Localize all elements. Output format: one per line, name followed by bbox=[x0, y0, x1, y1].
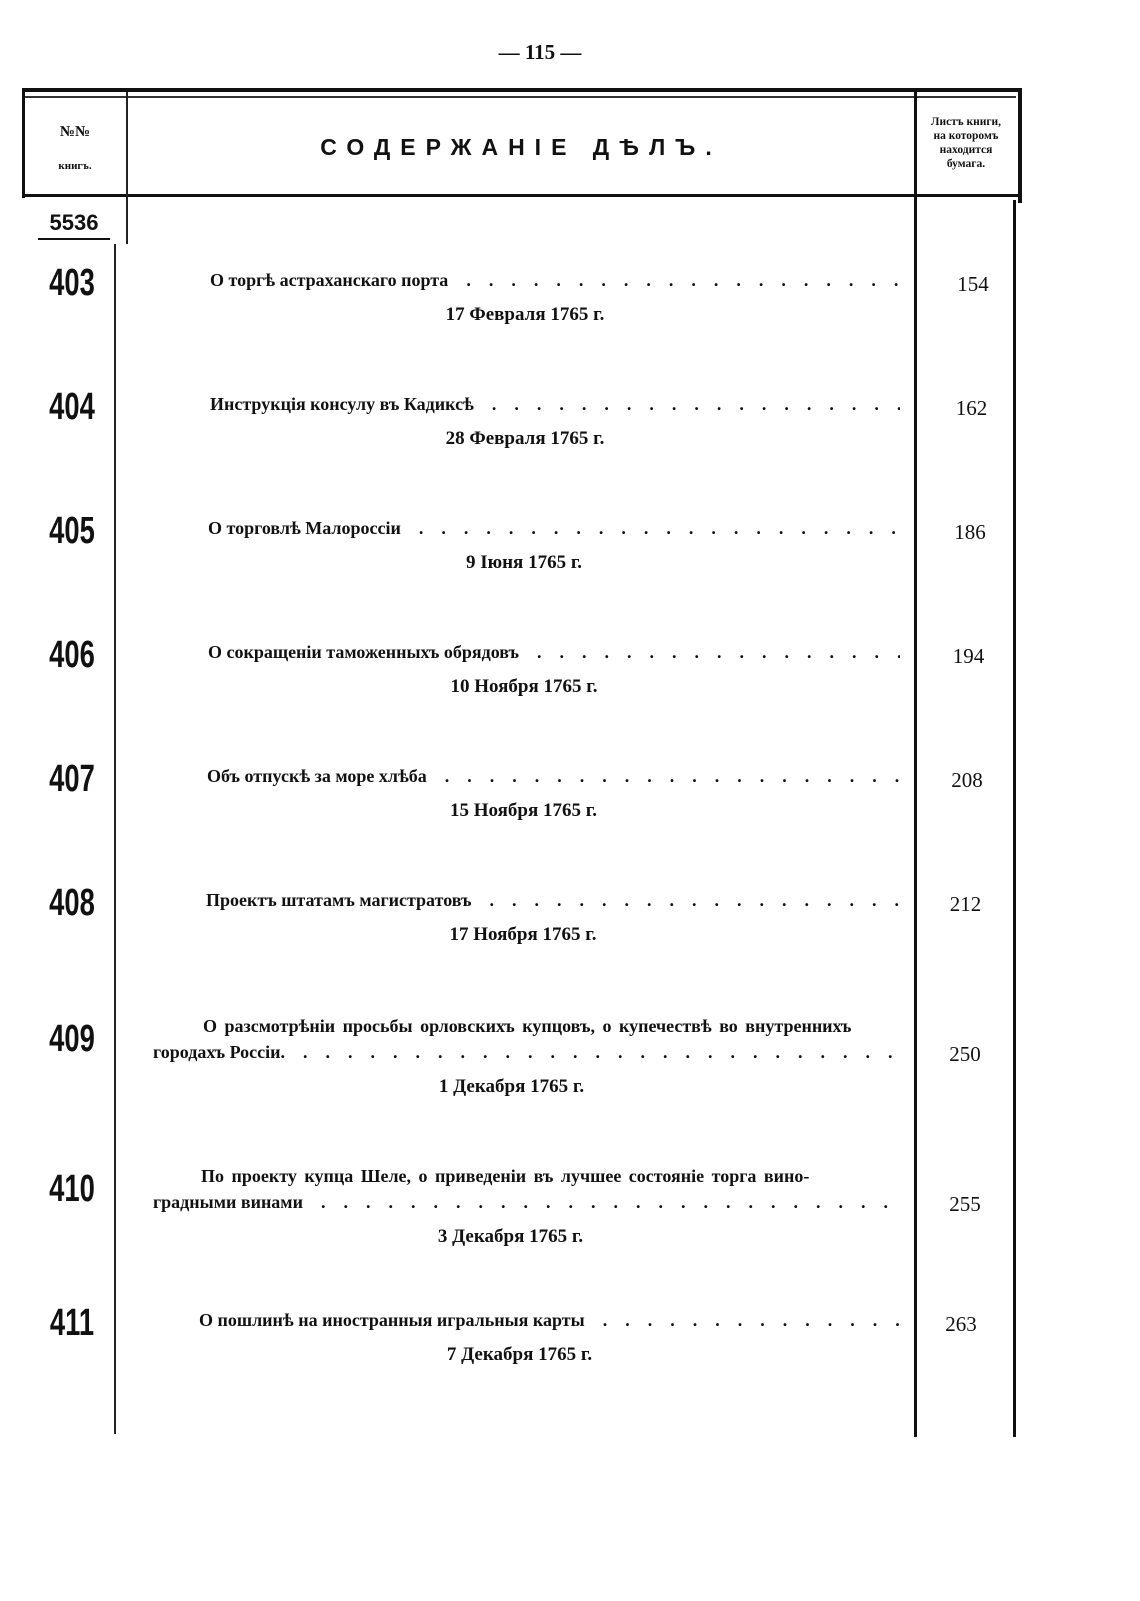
table-border-right bbox=[1018, 88, 1022, 203]
entry-title: О пошлинѣ на иностранныя игральныя карты bbox=[199, 1310, 585, 1330]
header-title: СОДЕРЖАНІЕ ДѢЛЪ. bbox=[320, 134, 722, 160]
leader-dots: . . . . . . . . . . . . . . . . . . . . … bbox=[491, 394, 900, 414]
entry-title: О торгѣ астраханскаго порта bbox=[210, 270, 449, 290]
entry-number: 407 bbox=[49, 758, 95, 800]
entry-title-continuation: городахъ Россіи. bbox=[153, 1042, 286, 1062]
entry-number: 406 bbox=[49, 634, 95, 676]
entry-title-line: О торговлѣ Малороссіи . . . . . . . . . … bbox=[208, 518, 900, 539]
sheet-number: 194 bbox=[952, 644, 985, 668]
entry-title: По проекту купца Шеле, о приведеніи въ л… bbox=[201, 1166, 810, 1186]
sheet-number: 212 bbox=[949, 892, 982, 916]
sheet-number: 250 bbox=[949, 1042, 981, 1066]
entry-date: 15 Ноября 1765 г. bbox=[449, 800, 598, 821]
header-number-sublabel: книгъ. bbox=[58, 160, 92, 172]
sheet-number: 154 bbox=[957, 272, 989, 296]
entry-title-line: городахъ Россіи. . . . . . . . . . . . .… bbox=[153, 1042, 900, 1063]
entry-title: Проектъ штатамъ магистратовъ bbox=[206, 890, 472, 910]
leader-dots: . . . . . . . . . . . . . . . . . . . . … bbox=[537, 642, 900, 662]
entry-number: 405 bbox=[49, 510, 95, 552]
leader-dots: . . . . . . . . . . . . . . . . . . . . … bbox=[444, 766, 900, 786]
entry-date: 28 Февраля 1765 г. bbox=[445, 428, 605, 449]
table-border-top-inner bbox=[22, 96, 1016, 98]
sheet-number: 208 bbox=[951, 768, 983, 792]
header-sheet-line: Листъ книги, bbox=[930, 116, 1002, 128]
entry-date: 1 Декабря 1765 г. bbox=[438, 1076, 585, 1097]
table-border-left bbox=[22, 88, 25, 198]
entry-number: 404 bbox=[49, 386, 95, 428]
entry-date: 10 Ноября 1765 г. bbox=[450, 676, 598, 697]
entry-title: Инструкція консулу въ Кадиксѣ bbox=[210, 394, 474, 414]
header-sheet-line: на которомъ bbox=[933, 130, 999, 142]
entry-number: 410 bbox=[49, 1168, 95, 1210]
leader-dots: . . . . . . . . . . . . . . . . . . . . … bbox=[418, 518, 900, 538]
header-sheet-column: Листъ книги, на которомъ находится бумаг… bbox=[918, 115, 1014, 171]
column-rule bbox=[126, 92, 128, 244]
entry-title-continuation: градными винами bbox=[153, 1192, 303, 1212]
entry-title: Объ отпускѣ за море хлѣба bbox=[207, 766, 427, 786]
column-rule bbox=[114, 244, 116, 1434]
entry-title-line: О торгѣ астраханскаго порта . . . . . . … bbox=[210, 270, 900, 291]
entry-title-line: градными винами . . . . . . . . . . . . … bbox=[153, 1192, 900, 1213]
leader-dots: . . . . . . . . . . . . . . . . . . . . … bbox=[320, 1192, 900, 1212]
header-number-label: №№ bbox=[59, 124, 91, 140]
entry-number: 408 bbox=[49, 882, 95, 924]
header-number-column: №№ книгъ. bbox=[25, 115, 125, 183]
entry-title-line: Проектъ штатамъ магистратовъ . . . . . .… bbox=[206, 890, 900, 911]
sheet-number: 186 bbox=[954, 520, 986, 544]
entry-title: О разсмотрѣніи просьбы орловскихъ купцов… bbox=[203, 1016, 852, 1036]
sheet-number: 255 bbox=[949, 1192, 981, 1216]
entry-title-line: Объ отпускѣ за море хлѣба . . . . . . . … bbox=[207, 766, 900, 787]
column-rule bbox=[914, 92, 917, 1437]
header-divider bbox=[24, 194, 1018, 197]
page-number: — 115 — bbox=[498, 40, 582, 64]
entry-date: 17 Февраля 1765 г. bbox=[445, 304, 605, 325]
entry-date: 3 Декабря 1765 г. bbox=[437, 1226, 584, 1247]
entry-date: 17 Ноября 1765 г. bbox=[449, 924, 597, 945]
entry-number: 403 bbox=[49, 262, 95, 304]
sheet-number: 162 bbox=[955, 396, 988, 420]
entry-title-line: Инструкція консулу въ Кадиксѣ . . . . . … bbox=[210, 394, 900, 415]
entry-title-line: О сокращеніи таможенныхъ обрядовъ . . . … bbox=[208, 642, 900, 663]
header-sheet-line: бумага. bbox=[946, 158, 986, 170]
entry-date: 9 Іюня 1765 г. bbox=[465, 552, 583, 573]
sheet-number: 263 bbox=[945, 1312, 977, 1336]
table-border-top bbox=[22, 88, 1022, 92]
entry-date: 7 Декабря 1765 г. bbox=[446, 1344, 593, 1365]
header-sheet-line: находится bbox=[939, 144, 993, 156]
entry-number: 411 bbox=[49, 1302, 95, 1344]
leader-dots: . . . . . . . . . . . . . . . . . . . . … bbox=[489, 890, 900, 910]
leader-dots: . . . . . . . . . . . . . . . . . . . . … bbox=[303, 1042, 900, 1062]
entry-title-line: О пошлинѣ на иностранныя игральныя карты… bbox=[199, 1310, 900, 1331]
entry-number: 409 bbox=[49, 1018, 95, 1060]
column-rule bbox=[1013, 200, 1016, 1437]
entry-title: О сокращеніи таможенныхъ обрядовъ bbox=[208, 642, 520, 662]
leader-dots: . . . . . . . . . . . . . . . . . . . . … bbox=[602, 1310, 900, 1330]
entry-title: О торговлѣ Малороссіи bbox=[208, 518, 401, 538]
book-number: 5536 bbox=[38, 210, 110, 240]
leader-dots: . . . . . . . . . . . . . . . . . . . . … bbox=[466, 270, 900, 290]
